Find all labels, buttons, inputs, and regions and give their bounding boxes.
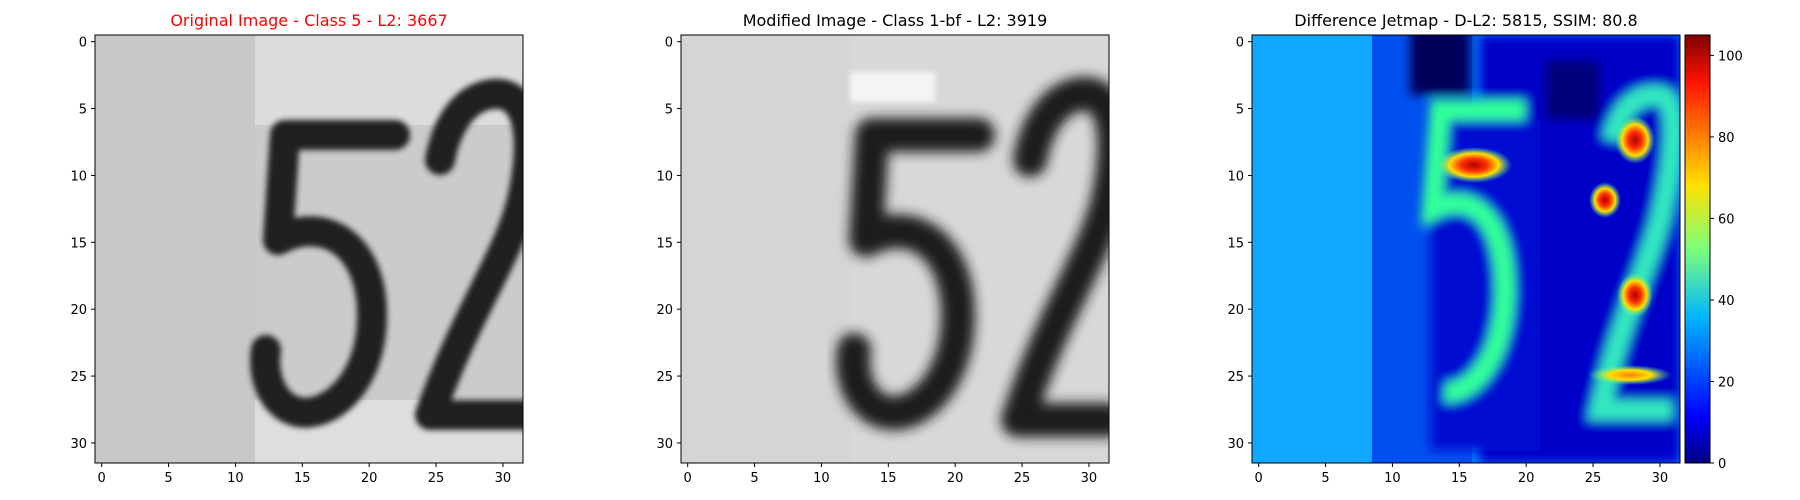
colorbar-frame <box>1684 34 1711 464</box>
x-tick-label: 10 <box>1384 471 1401 486</box>
y-tick-label: 30 <box>70 437 87 452</box>
x-axis-difference: 0 5 10 15 20 25 30 <box>1255 463 1669 486</box>
x-tick-label: 25 <box>1585 471 1602 486</box>
colorbar-ticks: 0 20 40 60 80 100 <box>1710 49 1743 472</box>
axes-frame-modified <box>680 34 1110 464</box>
x-axis-modified: 0 5 10 15 20 25 30 <box>684 463 1098 486</box>
x-tick-label: 30 <box>1081 471 1098 486</box>
x-tick-label: 20 <box>947 471 964 486</box>
colorbar-tick-label: 60 <box>1718 212 1735 227</box>
y-axis-difference: 0 5 10 15 20 25 30 <box>1227 36 1252 452</box>
y-tick-label: 15 <box>1227 236 1244 251</box>
y-tick-label: 5 <box>79 103 87 118</box>
colorbar-tick-label: 80 <box>1718 131 1735 146</box>
original-image <box>95 35 523 463</box>
x-axis-original: 0 5 10 15 20 25 30 <box>98 463 512 486</box>
y-tick-label: 5 <box>665 103 673 118</box>
y-tick-label: 30 <box>1227 437 1244 452</box>
y-tick-label: 0 <box>665 36 673 51</box>
colorbar-gradient <box>1685 35 1710 463</box>
x-tick-label: 5 <box>1321 471 1329 486</box>
x-tick-label: 25 <box>1014 471 1031 486</box>
x-tick-label: 15 <box>1451 471 1468 486</box>
colorbar-tick-label: 100 <box>1718 49 1743 64</box>
y-tick-label: 10 <box>656 169 673 184</box>
x-tick-label: 30 <box>495 471 512 486</box>
y-tick-label: 20 <box>1227 303 1244 318</box>
x-tick-label: 5 <box>164 471 172 486</box>
y-tick-label: 25 <box>70 370 87 385</box>
x-tick-label: 20 <box>361 471 378 486</box>
colorbar-tick-label: 0 <box>1718 457 1726 472</box>
y-tick-label: 25 <box>1227 370 1244 385</box>
y-tick-label: 0 <box>79 36 87 51</box>
x-tick-label: 15 <box>294 471 311 486</box>
x-tick-label: 15 <box>880 471 897 486</box>
x-tick-label: 20 <box>1518 471 1535 486</box>
y-tick-label: 0 <box>1236 36 1244 51</box>
modified-image <box>681 35 1109 463</box>
x-tick-label: 10 <box>227 471 244 486</box>
axes-frame-difference <box>1251 34 1681 464</box>
x-tick-label: 25 <box>428 471 445 486</box>
panel-title-original: Original Image - Class 5 - L2: 3667 <box>170 11 447 30</box>
panel-difference: Difference Jetmap - D-L2: 5815, SSIM: 80… <box>1227 11 1742 486</box>
panel-title-difference: Difference Jetmap - D-L2: 5815, SSIM: 80… <box>1294 11 1637 30</box>
x-tick-label: 0 <box>1255 471 1263 486</box>
difference-heatmap <box>1252 35 1680 463</box>
x-tick-label: 30 <box>1652 471 1669 486</box>
panel-modified: Modified Image - Class 1-bf - L2: 3919 0… <box>656 11 1110 486</box>
panel-title-modified: Modified Image - Class 1-bf - L2: 3919 <box>743 11 1048 30</box>
x-tick-label: 5 <box>750 471 758 486</box>
y-tick-label: 20 <box>70 303 87 318</box>
colorbar-tick-label: 40 <box>1718 294 1735 309</box>
y-tick-label: 15 <box>656 236 673 251</box>
x-tick-label: 0 <box>684 471 692 486</box>
y-tick-label: 15 <box>70 236 87 251</box>
y-tick-label: 30 <box>656 437 673 452</box>
y-tick-label: 10 <box>70 169 87 184</box>
y-axis-modified: 0 5 10 15 20 25 30 <box>656 36 681 452</box>
y-tick-label: 20 <box>656 303 673 318</box>
axes-frame-original <box>94 34 524 464</box>
colorbar: 0 20 40 60 80 100 <box>1684 34 1743 472</box>
x-tick-label: 0 <box>98 471 106 486</box>
x-tick-label: 10 <box>813 471 830 486</box>
y-tick-label: 10 <box>1227 169 1244 184</box>
y-tick-label: 25 <box>656 370 673 385</box>
y-tick-label: 5 <box>1236 103 1244 118</box>
panel-original: Original Image - Class 5 - L2: 3667 0 5 10… <box>70 11 524 486</box>
y-axis-original: 0 5 10 15 20 25 30 <box>70 36 95 452</box>
colorbar-tick-label: 20 <box>1718 375 1735 390</box>
